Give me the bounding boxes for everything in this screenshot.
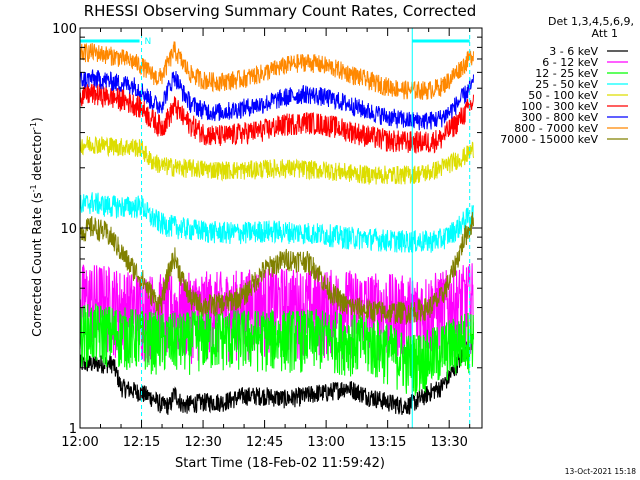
y-axis-label-sup2: -1: [29, 122, 38, 130]
legend-label-3: 25 - 50 keV: [535, 78, 598, 91]
y-axis-label-end: ): [30, 117, 44, 122]
series-line-5: [79, 83, 474, 154]
y-axis-label-mid: detector: [30, 130, 44, 185]
legend-title-1: Det 1,3,4,5,6,9,: [548, 15, 634, 28]
y-tick-label: 10: [60, 222, 77, 237]
legend-label-6: 300 - 800 keV: [521, 111, 598, 124]
night-marker: N: [145, 37, 152, 47]
x-tick-label: 13:30: [430, 435, 467, 450]
y-axis-label-sup1: -1: [29, 184, 38, 192]
series-line-8: [79, 212, 474, 325]
x-tick-label: 12:30: [184, 435, 221, 450]
series-line-7: [79, 41, 474, 100]
y-axis: 1 10 100: [52, 22, 482, 437]
x-tick-label: 13:00: [307, 435, 344, 450]
series-line-4: [79, 135, 474, 185]
legend-label-8: 7000 - 15000 keV: [500, 133, 598, 146]
y-axis-label: Corrected Count Rate (s-1 detector-1): [29, 117, 44, 336]
series-line-3: [79, 192, 474, 253]
y-tick-label: 1: [69, 422, 77, 437]
legend-label-0: 3 - 6 keV: [549, 45, 598, 58]
chart-title: RHESSI Observing Summary Count Rates, Co…: [84, 2, 477, 20]
legend-label-5: 100 - 300 keV: [521, 100, 598, 113]
x-tick-label: 12:45: [246, 435, 283, 450]
legend-label-4: 50 - 100 keV: [528, 89, 598, 102]
legend-label-1: 6 - 12 keV: [542, 56, 598, 69]
legend-title-2: Att 1: [592, 27, 618, 40]
plot-area: N: [79, 27, 483, 429]
x-tick-label: 12:15: [123, 435, 160, 450]
x-tick-label: 12:00: [61, 435, 98, 450]
y-tick-label: 100: [52, 22, 77, 37]
x-axis: 12:00 12:15 12:30 12:45 13:00 13:15 13:30: [61, 28, 471, 450]
timestamp-label: 13-Oct-2021 15:18: [565, 467, 636, 476]
x-axis-label: Start Time (18-Feb-02 11:59:42): [175, 456, 385, 471]
x-tick-label: 13:15: [369, 435, 406, 450]
series-line-6: [79, 69, 474, 131]
series-line-0: [79, 334, 475, 416]
legend-label-2: 12 - 25 keV: [535, 67, 598, 80]
series-line-2: [79, 303, 475, 396]
y-axis-label-main: Corrected Count Rate (s: [30, 192, 44, 336]
legend-label-7: 800 - 7000 keV: [514, 122, 598, 135]
